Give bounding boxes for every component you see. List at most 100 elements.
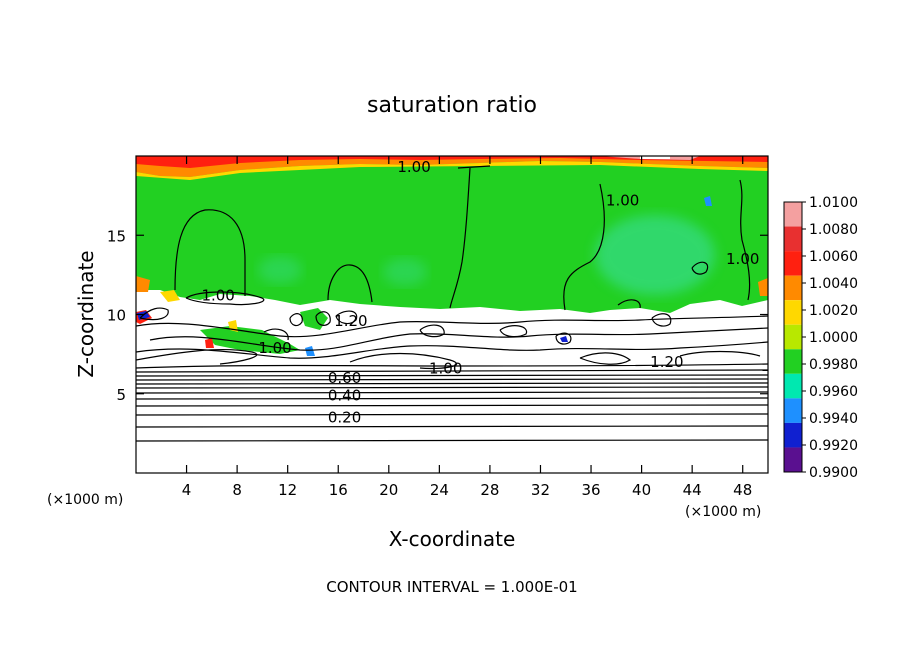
contour-label: 1.00 (429, 359, 462, 377)
contour-line (136, 413, 768, 416)
contour-line (419, 324, 445, 338)
contour-label: 1.00 (606, 191, 639, 209)
x-unit-label: (×1000 m) (685, 504, 761, 520)
colorbar-swatch (784, 226, 802, 252)
contour-label: 1.00 (258, 339, 291, 357)
contour-line (136, 341, 768, 359)
edge-artifact (160, 290, 180, 302)
colorbar-swatch (784, 447, 802, 472)
x-tick-label: 32 (531, 481, 550, 499)
colorbar-label: 0.9920 (809, 438, 858, 454)
y-ticks: 5 10 15 (107, 227, 768, 404)
contour-label: 1.00 (201, 286, 234, 304)
colorbar-label: 0.9900 (809, 465, 858, 481)
contour-line (617, 299, 641, 309)
edge-artifact (560, 336, 568, 342)
x-tick-label: 12 (278, 481, 297, 499)
colorbar-swatch (784, 324, 802, 350)
contour-label: 0.20 (328, 409, 361, 427)
y-tick-label: 15 (107, 227, 126, 245)
x-tick-label: 8 (232, 481, 242, 499)
colorbar-swatch (784, 373, 802, 399)
contour-line (136, 391, 768, 394)
colorbar-label: 1.0080 (809, 222, 858, 238)
top-band-yellow (136, 161, 768, 180)
colorbar-label: 0.9980 (809, 357, 858, 373)
contour-label: 1.00 (726, 250, 759, 268)
contour-label: 1.20 (650, 353, 683, 371)
contour-line (563, 183, 605, 311)
contour-line (289, 313, 303, 327)
x-tick-label: 20 (379, 481, 398, 499)
contour-line (136, 363, 768, 369)
contour-line (136, 425, 768, 428)
colorbar-swatch (784, 202, 802, 227)
contour-line (136, 439, 768, 442)
x-tick-label: 16 (329, 481, 348, 499)
top-band-white (640, 156, 670, 159)
top-band-orange (136, 156, 768, 177)
contour-line (136, 374, 768, 377)
contour-line (739, 179, 751, 301)
contour-line (185, 291, 265, 306)
contour-line (174, 209, 246, 296)
cyan-wash (258, 256, 302, 284)
contour-line (136, 382, 768, 385)
contour-line (651, 313, 672, 327)
cyan-wash (595, 215, 715, 295)
edge-artifact (136, 276, 150, 292)
y-tick-label: 5 (116, 386, 126, 404)
contour-line (327, 264, 373, 303)
x-tick-label: 24 (430, 481, 449, 499)
colorbar-label: 0.9940 (809, 411, 858, 427)
contour-line (136, 378, 768, 381)
x-axis-label: X-coordinate (389, 527, 516, 551)
x-tick-label: 48 (733, 481, 752, 499)
colorbar-swatch (784, 422, 802, 448)
y-unit-label: (×1000 m) (47, 492, 123, 508)
contour-lines (136, 165, 768, 442)
edge-artifact (205, 338, 214, 348)
edge-artifact (704, 196, 712, 206)
top-band-red (136, 156, 768, 168)
colorbar-label: 1.0040 (809, 276, 858, 292)
edge-artifact (305, 346, 315, 356)
contour-line (136, 348, 258, 365)
x-tick-label: 4 (182, 481, 192, 499)
contour-labels: 1.00 1.00 1.00 1.00 1.20 1.00 1.00 1.20 0.600.40… (201, 158, 759, 426)
contour-line (315, 311, 331, 326)
x-tick-label: 28 (480, 481, 499, 499)
chart-title: saturation ratio (367, 93, 537, 118)
colorbar-swatch (784, 275, 802, 301)
contour-line (136, 369, 768, 373)
contour-line (136, 404, 768, 407)
contour-line (149, 327, 768, 351)
colorbar-swatch (784, 251, 802, 276)
colorbar: 1.0100 1.0080 1.0060 1.0040 1.0020 1.0000 0.99… (783, 195, 858, 481)
colorbar-swatch (784, 300, 802, 325)
colorbar-swatch (784, 398, 802, 423)
edge-artifact (758, 278, 768, 296)
contour-line (349, 352, 458, 370)
y-tick-label: 10 (107, 307, 126, 325)
colorbar-label: 1.0000 (809, 330, 858, 346)
contour-line (136, 315, 768, 338)
contour-label: 0.40 (328, 386, 361, 404)
colorbar-swatch (784, 349, 802, 374)
contour-label: 0.60 (328, 369, 361, 387)
contour-line (449, 165, 491, 309)
contour-line (579, 352, 632, 365)
x-tick-label: 44 (683, 481, 702, 499)
contour-line (499, 325, 528, 338)
contour-line (555, 332, 572, 345)
x-ticks: 4 8 12 16 20 24 28 32 36 40 44 48 (182, 156, 752, 499)
contour-line (335, 310, 358, 325)
contour-line (136, 397, 768, 400)
contour-line (139, 307, 169, 321)
colorbar-label: 1.0100 (809, 195, 858, 211)
x-tick-label: 36 (581, 481, 600, 499)
x-tick-label: 40 (632, 481, 651, 499)
colorbar-label: 1.0020 (809, 303, 858, 319)
contour-line (691, 261, 709, 275)
